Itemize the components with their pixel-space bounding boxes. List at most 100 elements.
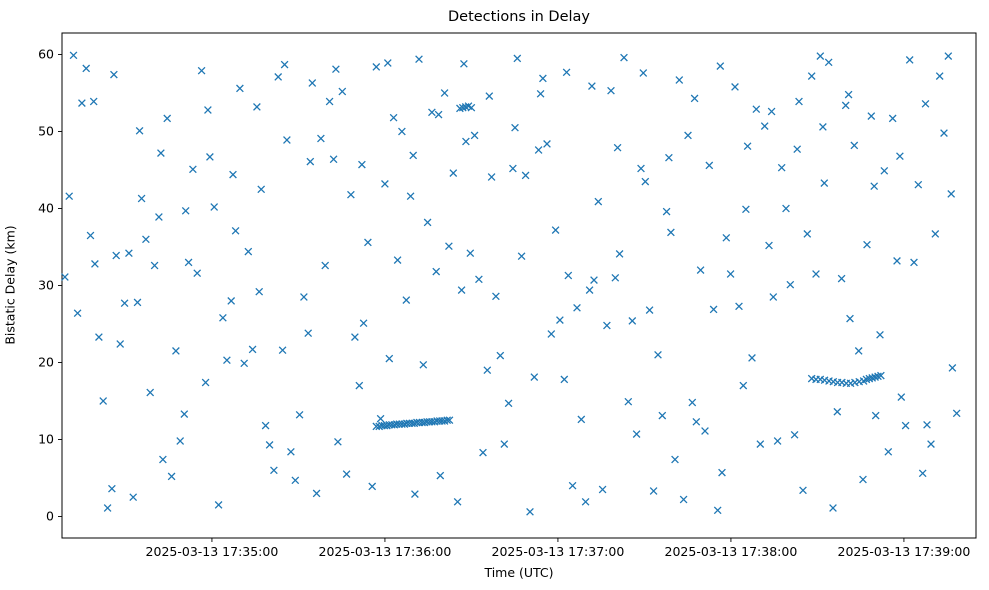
scatter-marker	[359, 319, 368, 328]
scatter-marker	[767, 107, 776, 116]
scatter-marker	[773, 437, 782, 445]
scatter-marker	[496, 351, 505, 360]
scatter-marker	[722, 233, 731, 242]
scatter-marker	[947, 190, 956, 198]
scatter-marker	[585, 286, 594, 294]
scatter-marker	[86, 231, 95, 240]
scatter-marker	[662, 207, 671, 216]
scatter-marker	[500, 440, 509, 448]
scatter-marker	[509, 164, 517, 173]
scatter-marker	[816, 52, 825, 60]
scatter-marker	[846, 314, 854, 323]
scatter-marker	[854, 347, 863, 355]
scatter-marker	[137, 194, 146, 203]
scatter-marker	[888, 114, 897, 123]
scatter-marker	[409, 151, 418, 160]
x-tick-label: 2025-03-13 17:36:00	[319, 544, 452, 559]
scatter-marker	[918, 469, 927, 478]
scatter-marker	[462, 137, 470, 146]
scatter-marker	[61, 273, 69, 281]
scatter-marker	[364, 238, 372, 247]
scatter-marker	[752, 105, 761, 114]
scatter-marker	[78, 99, 86, 107]
scatter-marker	[641, 177, 650, 186]
scatter-marker	[317, 134, 325, 143]
scatter-marker	[844, 90, 853, 99]
scatter-marker	[777, 163, 786, 172]
scatter-marker	[539, 74, 547, 83]
scatter-marker	[470, 131, 479, 140]
scatter-marker	[376, 414, 385, 423]
scatter-marker	[637, 164, 645, 173]
scatter-marker	[709, 305, 718, 314]
y-tick-label: 40	[38, 201, 54, 216]
scatter-marker	[607, 86, 615, 95]
scatter-marker	[103, 504, 112, 512]
scatter-marker	[863, 240, 871, 249]
scatter-marker	[871, 411, 880, 420]
scatter-marker	[475, 275, 483, 284]
scatter-marker	[73, 309, 82, 318]
scatter-marker	[624, 397, 633, 406]
scatter-marker	[716, 62, 725, 70]
scatter-marker	[944, 52, 953, 60]
scatter-marker	[146, 388, 155, 397]
scatter-marker	[304, 329, 313, 338]
scatter-marker	[639, 69, 648, 77]
scatter-marker	[449, 169, 458, 177]
scatter-marker	[948, 364, 957, 372]
scatter-marker	[65, 192, 74, 201]
scatter-marker	[896, 152, 904, 161]
scatter-marker	[223, 356, 231, 365]
scatter-marker	[492, 292, 500, 301]
scatter-marker	[445, 242, 453, 251]
scatter-marker	[765, 241, 773, 250]
scatter-marker	[231, 226, 240, 235]
scatter-marker	[952, 409, 961, 418]
scatter-marker	[688, 398, 697, 407]
scatter-marker	[445, 416, 454, 425]
scatter-marker	[181, 206, 190, 215]
scatter-marker	[705, 161, 714, 170]
scatter-marker	[135, 126, 144, 135]
scatter-marker	[658, 411, 667, 420]
scatter-marker	[419, 360, 428, 369]
scatter-marker	[89, 97, 98, 106]
scatter-marker	[112, 251, 121, 260]
scatter-marker	[82, 64, 91, 73]
scatter-marker	[180, 410, 189, 418]
scatter-marker	[456, 104, 464, 113]
scatter-marker	[485, 92, 494, 100]
scatter-marker	[351, 333, 359, 341]
data-points	[61, 51, 961, 516]
scatter-marker	[372, 63, 381, 71]
scatter-marker	[389, 113, 398, 122]
scatter-marker	[108, 484, 116, 493]
scatter-marker	[261, 421, 270, 430]
scatter-marker	[799, 486, 807, 495]
scatter-marker	[713, 506, 722, 515]
scatter-marker	[921, 99, 930, 108]
scatter-marker	[120, 299, 129, 308]
scatter-marker	[300, 293, 308, 301]
scatter-marker	[880, 166, 889, 175]
scatter-marker	[884, 447, 893, 456]
y-tick-label: 0	[46, 508, 54, 523]
scatter-marker	[690, 94, 699, 103]
scatter-marker	[521, 171, 530, 180]
scatter-marker	[432, 267, 441, 276]
scatter-marker	[270, 466, 278, 475]
scatter-marker	[383, 59, 392, 67]
scatter-marker	[824, 58, 833, 67]
scatter-marker	[248, 345, 257, 354]
scatter-marker	[795, 97, 803, 106]
scatter-marker	[671, 455, 679, 464]
scatter-marker	[649, 487, 658, 495]
scatter-marker	[69, 51, 78, 60]
scatter-marker	[923, 420, 931, 429]
scatter-marker	[790, 430, 799, 439]
y-tick-label: 20	[38, 354, 54, 369]
scatter-marker	[665, 153, 673, 162]
scatter-marker	[675, 76, 684, 84]
scatter-marker	[927, 440, 935, 448]
